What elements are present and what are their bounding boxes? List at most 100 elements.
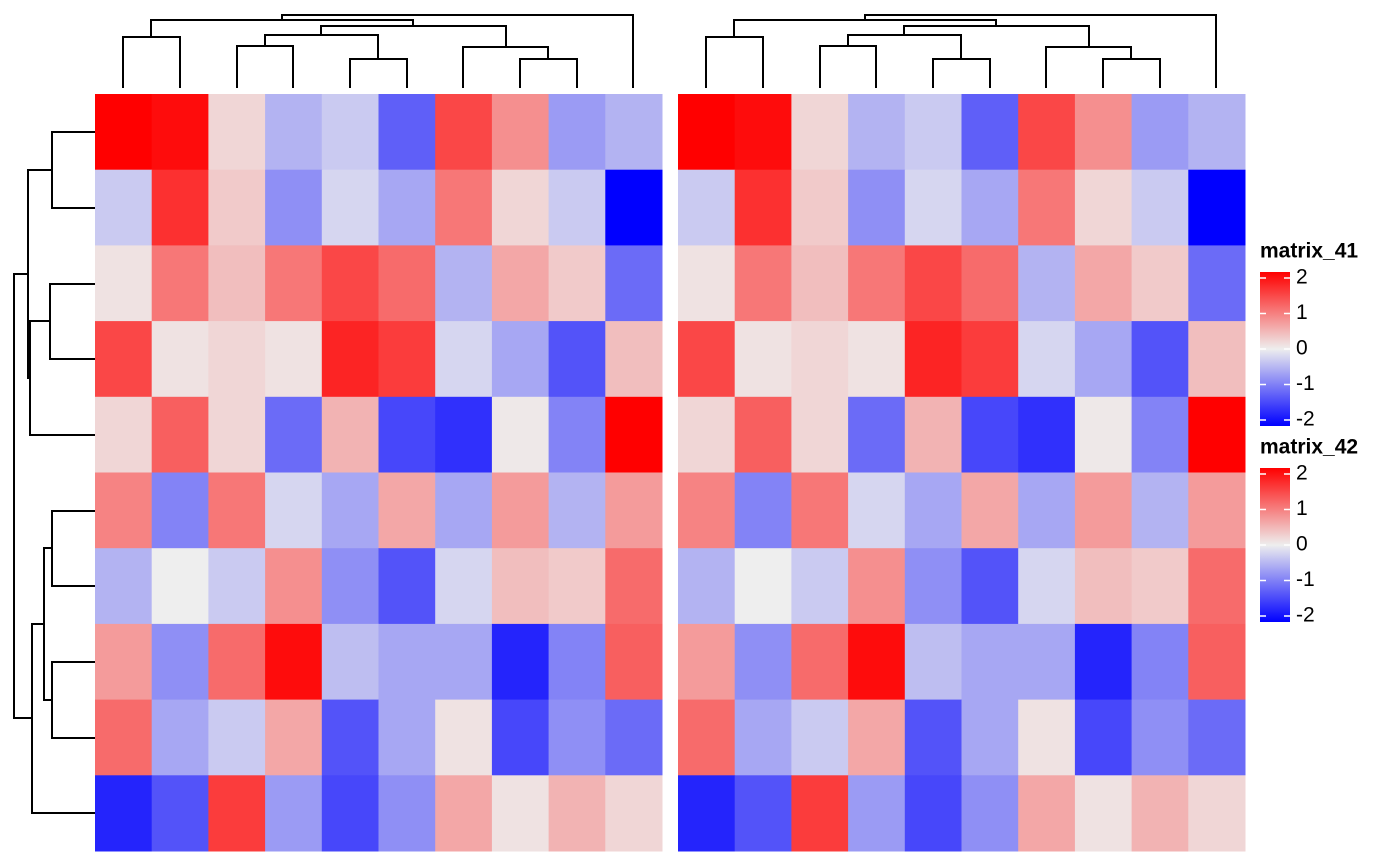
heatmap-cell bbox=[151, 94, 209, 171]
heatmap-cell bbox=[548, 699, 606, 776]
legend-tick-label: -2 bbox=[1296, 604, 1315, 627]
heatmap-cell bbox=[1074, 699, 1133, 776]
heatmap-cell bbox=[904, 396, 962, 473]
heatmap-cell bbox=[95, 472, 153, 549]
heatmap-cell bbox=[265, 699, 323, 776]
heatmap-cell bbox=[678, 775, 736, 852]
heatmap-cell bbox=[151, 699, 209, 776]
heatmap-cell bbox=[1018, 245, 1076, 322]
heatmap-cell bbox=[1188, 472, 1246, 549]
heatmap-cell bbox=[1131, 623, 1189, 701]
heatmap-cell bbox=[435, 775, 493, 852]
heatmap-cell bbox=[605, 321, 663, 398]
heatmap-cell bbox=[961, 623, 1019, 701]
heatmap-cell bbox=[1131, 775, 1189, 852]
heatmap-cell bbox=[321, 396, 379, 473]
heatmap-cell bbox=[208, 321, 266, 398]
heatmap-cell bbox=[548, 321, 606, 398]
heatmap-cell bbox=[95, 321, 153, 398]
heatmap-cell bbox=[1188, 775, 1246, 852]
heatmap-cell bbox=[1018, 699, 1076, 776]
heatmap-cell bbox=[848, 321, 906, 398]
heatmap-cell bbox=[1188, 623, 1246, 701]
heatmap-cell bbox=[961, 396, 1019, 473]
heatmap-cell bbox=[1018, 169, 1076, 246]
heatmap-cell bbox=[321, 472, 379, 549]
heatmap-cell bbox=[678, 623, 736, 701]
heatmap-cell bbox=[151, 169, 209, 246]
heatmap-cell bbox=[791, 623, 849, 701]
heatmap-cell bbox=[208, 775, 266, 852]
legend-tick-label: 1 bbox=[1296, 497, 1308, 520]
heatmap-cell bbox=[605, 472, 663, 549]
heatmap-cell bbox=[548, 775, 606, 852]
heatmap-cell bbox=[734, 548, 792, 625]
heatmap-cell bbox=[491, 548, 550, 625]
heatmap-cell bbox=[1074, 245, 1133, 322]
heatmap-cell bbox=[605, 548, 663, 625]
heatmap-cell bbox=[904, 775, 962, 852]
heatmap-cell bbox=[848, 699, 906, 776]
heatmap-cell bbox=[1131, 245, 1189, 322]
heatmap-cell bbox=[151, 396, 209, 473]
heatmap-cell bbox=[548, 396, 606, 473]
heatmap-cell bbox=[678, 548, 736, 625]
heatmap-cell bbox=[961, 94, 1019, 171]
heatmap-cell bbox=[961, 699, 1019, 776]
heatmap-cell bbox=[678, 396, 736, 473]
heatmap-cell bbox=[904, 623, 962, 701]
heatmap-cell bbox=[848, 245, 906, 322]
heatmap-cell bbox=[548, 94, 606, 171]
heatmap-cell bbox=[95, 548, 153, 625]
heatmap-cell bbox=[605, 775, 663, 852]
heatmap-cell bbox=[605, 94, 663, 171]
heatmap-cell bbox=[491, 699, 550, 776]
heatmap-cell bbox=[265, 396, 323, 473]
heatmap-cell bbox=[1188, 245, 1246, 322]
heatmap-cell bbox=[265, 548, 323, 625]
heatmap-cell bbox=[491, 321, 550, 398]
heatmap-cell bbox=[791, 472, 849, 549]
heatmap-cell bbox=[151, 548, 209, 625]
heatmap-cell bbox=[605, 699, 663, 776]
legend-tick-label: 1 bbox=[1296, 301, 1308, 324]
heatmap-cell bbox=[1074, 396, 1133, 473]
heatmap-cell bbox=[678, 699, 736, 776]
heatmap-cell bbox=[435, 321, 493, 398]
heatmap-cell bbox=[378, 699, 436, 776]
heatmap-cell bbox=[791, 548, 849, 625]
heatmap-cell bbox=[848, 472, 906, 549]
heatmap-cell bbox=[1018, 321, 1076, 398]
legend-tick-label: 2 bbox=[1296, 266, 1308, 289]
heatmap-cell bbox=[491, 245, 550, 322]
heatmap-cell bbox=[378, 623, 436, 701]
heatmap-cell bbox=[1188, 94, 1246, 171]
heatmap-cell bbox=[605, 623, 663, 701]
heatmap-cell bbox=[548, 245, 606, 322]
heatmap-cell bbox=[961, 169, 1019, 246]
heatmap-cell bbox=[848, 623, 906, 701]
column-dendrogram bbox=[705, 14, 1217, 88]
heatmap-cell bbox=[265, 775, 323, 852]
legend-title: matrix_42 bbox=[1260, 436, 1358, 459]
heatmap-cell bbox=[1074, 775, 1133, 852]
heatmap-cell bbox=[605, 396, 663, 473]
heatmap-cell bbox=[678, 321, 736, 398]
heatmap-cell bbox=[378, 94, 436, 171]
heatmap-cell bbox=[208, 396, 266, 473]
heatmap-cell bbox=[491, 396, 550, 473]
heatmap-cell bbox=[734, 169, 792, 246]
heatmap-cell bbox=[734, 245, 792, 322]
heatmap-cell bbox=[1188, 548, 1246, 625]
legend-tick-label: 0 bbox=[1296, 337, 1308, 360]
heatmap-cell bbox=[734, 321, 792, 398]
heatmap-cell bbox=[848, 548, 906, 625]
heatmap-cell bbox=[1131, 699, 1189, 776]
heatmap-cell bbox=[435, 245, 493, 322]
heatmap-cell bbox=[791, 775, 849, 852]
heatmap-cell bbox=[734, 699, 792, 776]
heatmap-cell bbox=[95, 396, 153, 473]
heatmap-cell bbox=[321, 623, 379, 701]
heatmap-cell bbox=[95, 775, 153, 852]
